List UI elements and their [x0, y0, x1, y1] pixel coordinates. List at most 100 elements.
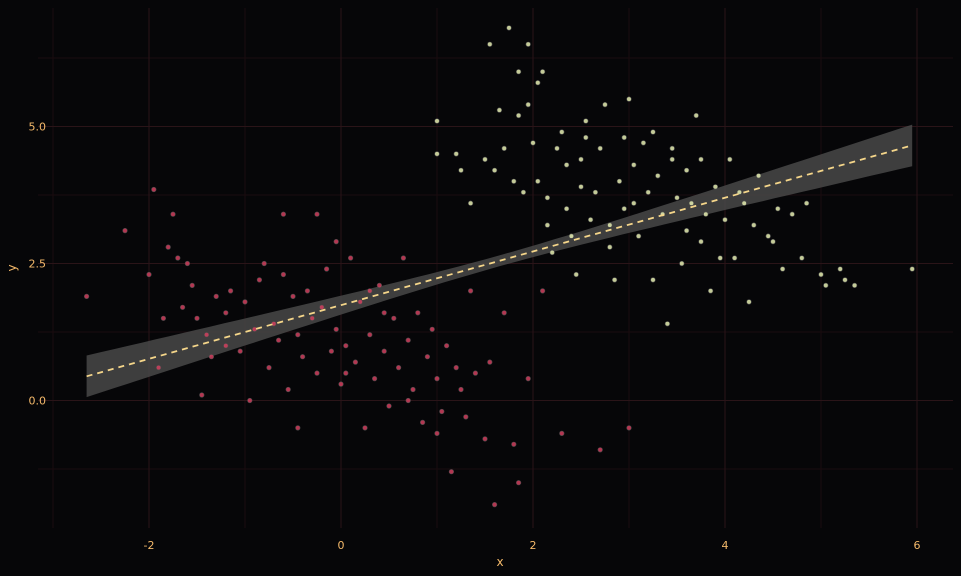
- data-point: [626, 425, 632, 431]
- data-point: [189, 282, 195, 289]
- y-tick-label: 0.0: [29, 395, 47, 408]
- data-point: [280, 271, 287, 278]
- data-point: [669, 145, 675, 151]
- data-point: [535, 178, 541, 184]
- data-point: [242, 299, 248, 305]
- data-point: [266, 365, 272, 371]
- data-point: [698, 239, 704, 245]
- data-point: [165, 244, 171, 250]
- data-point: [563, 162, 570, 168]
- x-axis-title: x: [496, 555, 503, 569]
- data-point: [755, 173, 762, 179]
- data-point: [410, 386, 416, 393]
- data-point: [309, 315, 315, 321]
- data-point: [501, 145, 507, 151]
- data-point: [180, 304, 186, 310]
- data-point: [261, 260, 267, 267]
- data-point: [515, 480, 522, 486]
- data-point: [458, 386, 464, 393]
- data-point: [727, 156, 733, 162]
- data-point: [487, 359, 493, 365]
- data-point: [213, 293, 219, 300]
- data-point: [515, 69, 522, 75]
- data-point: [779, 266, 786, 272]
- data-point: [611, 277, 618, 283]
- data-point: [276, 337, 282, 343]
- data-point: [429, 326, 435, 332]
- data-point: [837, 266, 843, 272]
- data-point: [300, 354, 306, 360]
- data-point: [434, 151, 440, 157]
- data-point: [223, 310, 229, 316]
- y-axis-title: y: [5, 264, 19, 271]
- data-point: [635, 233, 642, 239]
- data-point: [568, 233, 575, 239]
- y-tick-label: 5.0: [29, 121, 47, 134]
- data-point: [208, 354, 214, 360]
- data-point: [621, 206, 627, 212]
- data-point: [693, 112, 699, 119]
- data-point: [655, 173, 661, 179]
- data-point: [285, 386, 291, 393]
- data-point: [434, 430, 440, 437]
- data-point: [587, 217, 594, 223]
- data-point: [707, 288, 714, 294]
- data-point: [818, 271, 824, 278]
- data-point: [492, 502, 498, 508]
- data-point: [765, 233, 771, 239]
- data-point: [372, 376, 378, 382]
- data-point: [573, 271, 579, 278]
- data-point: [352, 359, 359, 365]
- data-point: [405, 337, 411, 343]
- data-point: [367, 288, 373, 294]
- data-point: [746, 299, 752, 305]
- data-point: [453, 151, 459, 157]
- data-point: [674, 195, 680, 201]
- data-point: [223, 343, 229, 349]
- data-point: [468, 200, 474, 206]
- data-point: [712, 184, 719, 190]
- data-point: [319, 304, 325, 310]
- data-point: [775, 206, 781, 212]
- data-point: [439, 408, 445, 415]
- data-point: [703, 211, 709, 217]
- data-point: [803, 200, 810, 206]
- confidence-ribbon: [86, 124, 913, 398]
- data-point: [204, 332, 210, 338]
- data-point: [357, 299, 363, 305]
- data-point: [563, 206, 570, 212]
- data-point: [683, 167, 690, 173]
- data-point: [290, 293, 296, 300]
- data-point: [482, 436, 488, 442]
- data-point: [343, 370, 349, 376]
- data-point: [458, 167, 464, 173]
- data-point: [83, 293, 90, 300]
- data-point: [400, 255, 407, 261]
- data-point: [559, 129, 565, 135]
- data-point: [501, 310, 507, 316]
- data-point: [525, 101, 531, 108]
- data-point: [415, 310, 421, 316]
- data-point: [343, 343, 349, 349]
- data-point: [578, 184, 584, 190]
- data-point: [616, 178, 623, 184]
- data-point: [823, 282, 829, 289]
- data-point: [175, 255, 181, 261]
- data-point: [539, 69, 546, 75]
- data-point: [324, 266, 330, 272]
- data-point: [645, 189, 651, 195]
- data-point: [511, 441, 517, 447]
- x-tick-label: 2: [530, 539, 537, 552]
- data-point: [256, 277, 263, 283]
- data-point: [520, 189, 527, 195]
- x-tick-label: 4: [722, 539, 729, 552]
- data-point: [448, 469, 455, 475]
- data-point: [468, 288, 474, 294]
- data-point: [386, 403, 392, 409]
- data-point: [453, 365, 459, 371]
- data-point: [751, 222, 757, 228]
- data-point: [156, 365, 162, 371]
- data-point: [583, 118, 589, 124]
- data-point: [583, 134, 589, 141]
